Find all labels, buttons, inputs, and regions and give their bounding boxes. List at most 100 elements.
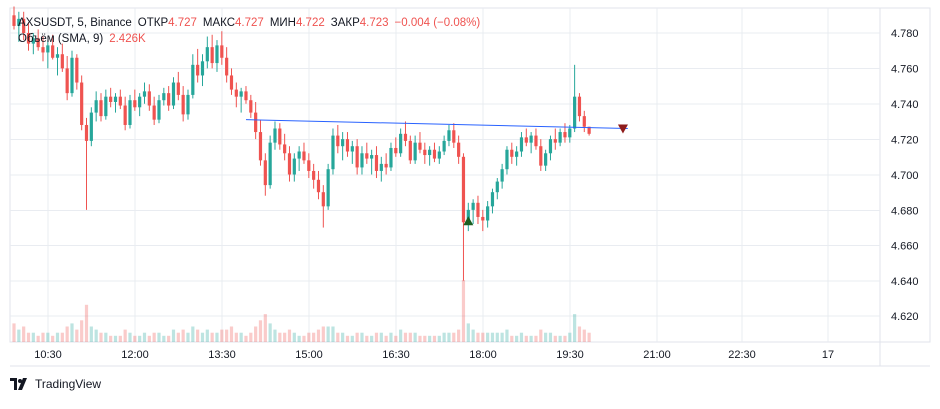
candle-body [46,45,50,53]
volume-bar [297,335,301,342]
open-label: ОТКР [137,17,169,29]
candle-body [162,93,166,101]
volume-bar [99,332,103,342]
volume-bar [94,329,98,342]
volume-bar [244,335,248,342]
candle-body [452,130,456,143]
volume-bar [365,335,369,342]
candle-body [471,202,475,210]
candle-body [70,57,74,94]
candle-body [258,132,263,161]
candle-body [534,135,538,147]
volume-bar [548,332,553,342]
candle-body [539,146,543,166]
y-tick-label: 4.780 [891,28,919,40]
candle-body [568,128,572,138]
candle-body [457,142,461,157]
candle-body [31,38,35,44]
volume-bar [389,332,393,342]
candle-body [118,96,122,106]
volume-bar [128,332,132,342]
candle-body [510,149,514,157]
volume-bar [519,332,524,342]
high-label: МАКС [202,17,236,29]
candle-body [239,91,243,97]
candle-body [113,96,118,102]
volume-bar [157,332,161,342]
candle-body [476,202,480,217]
volume-bar [326,326,330,342]
candle-body [365,153,369,159]
volume-bar [476,332,480,342]
candle-body [360,153,364,168]
candle-body [12,15,16,26]
volume-bar [316,329,321,342]
y-tick-label: 4.720 [891,135,919,147]
volume-value: 2.426K [109,33,146,45]
trendline[interactable] [245,119,628,130]
volume-bar [46,332,50,342]
volume-bar [200,332,205,342]
candle-body [355,146,359,168]
candle-body [26,33,31,44]
volume-bar [457,329,461,342]
volume-bar [587,332,591,342]
volume-bar [360,332,364,342]
candle-body [186,94,190,115]
candle-body [379,163,383,171]
volume-bar [544,332,548,342]
y-tick-label: 4.640 [891,276,919,288]
y-tick-label: 4.620 [891,311,919,323]
candle-body [273,128,277,143]
volume-bar [225,329,229,342]
volume-bar [568,332,572,342]
candle-body [312,170,316,180]
symbol-label[interactable]: AXSUSDT, 5, Binance [18,17,132,29]
volume-bar [70,323,74,342]
candle-body [394,147,398,154]
volume-bar [123,329,127,342]
volume-label[interactable]: Объём (SMA, 9) [18,33,104,45]
candle-body [447,130,451,141]
volume-bar [341,332,345,342]
volume-bar [582,329,586,342]
volume-bar [302,335,306,342]
candle-body [89,112,93,141]
candle-body [210,47,214,64]
volume-bar [229,326,234,342]
volume-bar [26,332,31,342]
x-tick-label: 10:30 [34,349,62,361]
volume-bar [495,332,499,342]
x-tick-label: 12:00 [121,349,149,361]
x-tick-label: 13:30 [208,349,236,361]
x-tick-label: 22:30 [728,349,756,361]
volume-bar [133,335,137,342]
candle-body [461,156,466,223]
candle-body [51,45,55,58]
candle-body [55,54,60,58]
high-value: 4.727 [235,17,264,29]
candle-body [200,61,205,76]
sell-arrow-icon [617,124,628,134]
candle-body [432,149,437,159]
volume-bar [268,323,272,342]
x-tick-label: 15:00 [295,349,323,361]
candle-body [196,64,200,76]
open-value: 4.727 [168,17,197,29]
candle-body [307,160,311,171]
chart-legend: AXSUSDT, 5, Binance ОТКР 4.727 МАКС 4.727 … [18,15,480,47]
volume-bar [428,335,432,342]
volume-bar [312,332,316,342]
volume-bar [104,332,108,342]
candle-body [36,38,40,48]
x-tick-label: 19:30 [556,349,584,361]
candle-body [191,64,195,95]
candle-body [316,179,321,193]
volume-bar [321,326,325,342]
low-label: МИН [269,17,296,29]
candle-body [104,96,108,117]
tradingview-brand[interactable]: TradingView [10,377,101,391]
candle-body [350,146,354,152]
